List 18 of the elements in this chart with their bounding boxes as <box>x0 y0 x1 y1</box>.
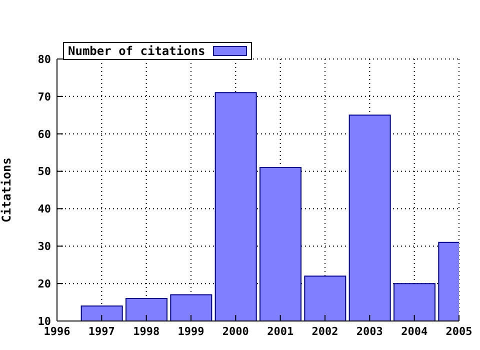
y-axis-title: Citations <box>0 157 14 223</box>
y-tick-label: 50 <box>38 165 51 178</box>
x-tick-label: 1997 <box>88 324 115 338</box>
y-tick-label: 20 <box>38 277 51 290</box>
y-tick-label: 60 <box>38 128 51 141</box>
x-tick-label: 2001 <box>267 324 294 338</box>
x-tick-label: 2004 <box>401 324 428 338</box>
legend-label: Number of citations <box>68 44 206 58</box>
y-tick-label: 70 <box>38 90 51 104</box>
x-tick-label: 2002 <box>312 324 338 338</box>
x-tick-label: 1999 <box>178 324 204 338</box>
x-tick-label: 1998 <box>133 324 160 338</box>
y-tick-label: 30 <box>38 240 51 254</box>
y-tick-label: 80 <box>38 52 51 66</box>
y-tick-label: 40 <box>38 202 51 216</box>
x-tick-label: 2005 <box>446 324 472 338</box>
x-tick-label: 2000 <box>222 324 249 338</box>
x-tick-label: 2003 <box>356 324 383 338</box>
